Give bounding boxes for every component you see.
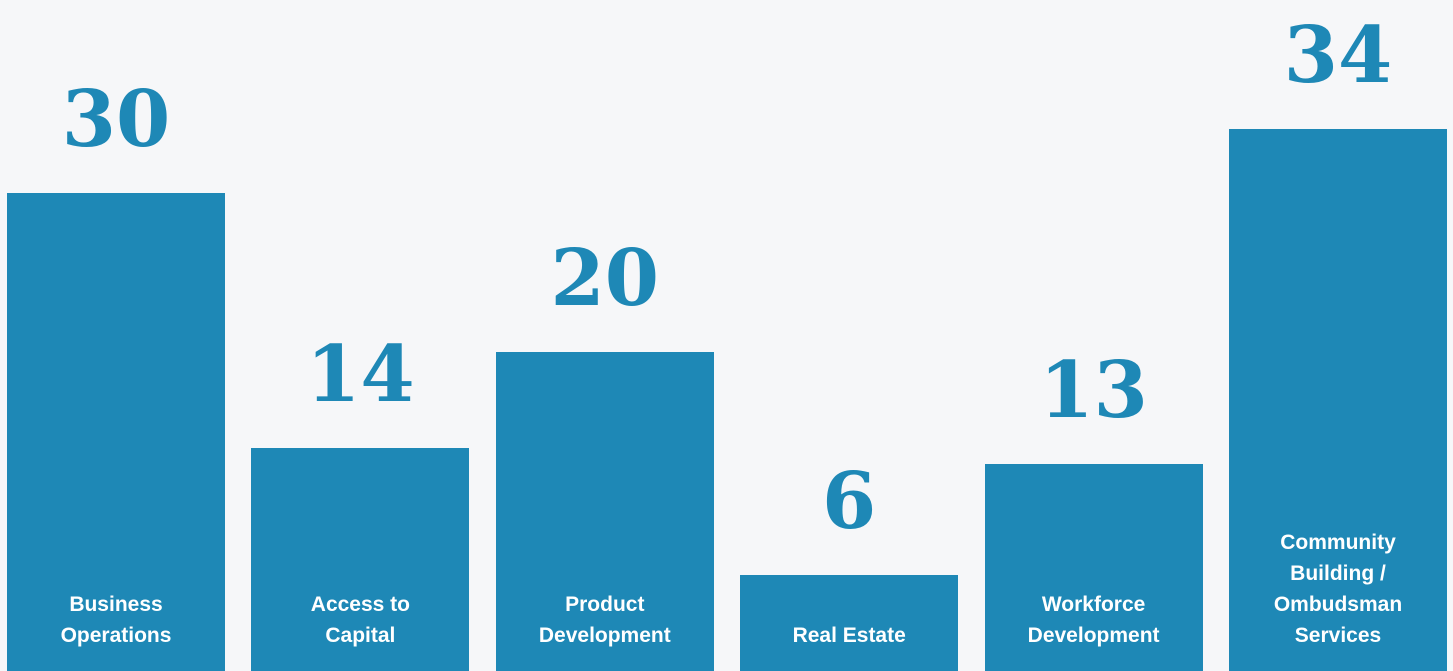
bar: Access to Capital [251, 447, 470, 671]
category-label: Workforce Development [1027, 593, 1160, 647]
value-label: 34 [1283, 10, 1393, 102]
value-label: 6 [822, 456, 877, 548]
bar: Community Building / Ombudsman Services [1229, 129, 1447, 671]
value-label: 13 [1039, 344, 1148, 436]
category-label: Access to Capital [310, 593, 410, 647]
category-label: Product Development [538, 593, 671, 647]
bar: Workforce Development [984, 463, 1203, 671]
category-label: Community Building / Ombudsman Services [1273, 531, 1403, 647]
bar: Business Operations [7, 193, 225, 671]
category-label: Real Estate [792, 624, 906, 647]
category-label: Business Operations [60, 593, 172, 647]
value-label: 20 [550, 233, 660, 325]
value-label: 14 [306, 328, 415, 420]
bar: Product Development [495, 352, 714, 671]
bar: Real Estate [740, 575, 959, 671]
value-label: 30 [61, 74, 171, 166]
